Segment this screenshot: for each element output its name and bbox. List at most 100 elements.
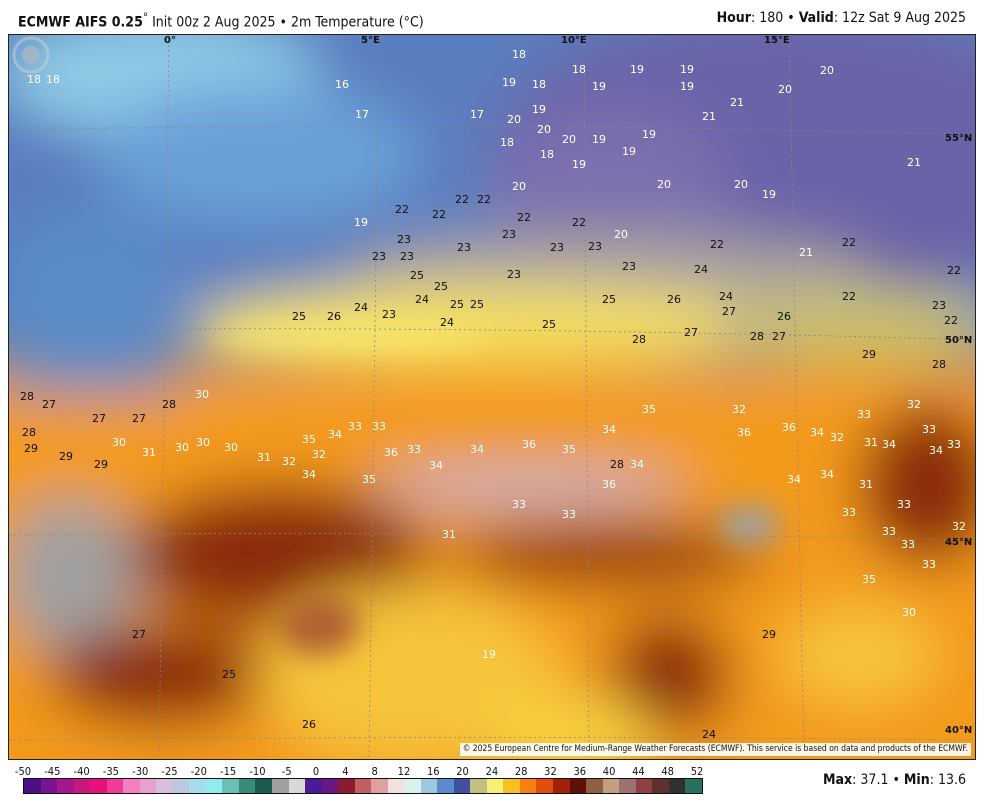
temperature-label: 34 xyxy=(810,426,824,439)
temperature-label: 19 xyxy=(572,158,586,171)
temperature-label: 30 xyxy=(902,606,916,619)
temperature-label: 27 xyxy=(772,330,786,343)
temperature-label: 29 xyxy=(59,450,73,463)
colorbar-segment xyxy=(40,779,58,793)
grid-label-0E: 0° xyxy=(164,35,176,46)
colorbar-segment xyxy=(569,779,587,793)
temperature-label: 22 xyxy=(710,238,724,251)
temperature-label: 22 xyxy=(842,290,856,303)
colorbar-segment xyxy=(156,779,173,793)
temperature-label: 19 xyxy=(622,145,636,158)
init-and-variable: Init 00z 2 Aug 2025 • 2m Temperature (°C… xyxy=(148,14,424,31)
colorbar-segment xyxy=(321,779,339,793)
colorbar-segment xyxy=(305,779,322,793)
colorbar-tick: -25 xyxy=(161,765,178,778)
temperature-label: 28 xyxy=(932,358,946,371)
temperature-label: 21 xyxy=(799,246,813,259)
temperature-label: 23 xyxy=(622,260,636,273)
colorbar-tick: 20 xyxy=(456,765,469,778)
temperature-label: 20 xyxy=(778,83,792,96)
colorbar-segment xyxy=(57,779,74,793)
temperature-label: 36 xyxy=(737,426,751,439)
temperature-label: 23 xyxy=(457,241,471,254)
grid-label-10E: 10°E xyxy=(561,35,587,46)
temperature-label: 31 xyxy=(859,478,873,491)
weatherbell-logo xyxy=(12,36,50,74)
temperature-label: 25 xyxy=(450,298,464,311)
colorbar-segment xyxy=(453,779,471,793)
temperature-label: 33 xyxy=(922,423,936,436)
colorbar xyxy=(23,778,703,794)
colorbar-segment xyxy=(668,779,686,793)
temperature-label: 27 xyxy=(132,412,146,425)
temperature-label: 20 xyxy=(657,178,671,191)
temperature-label: 33 xyxy=(947,438,961,451)
temperature-label: 34 xyxy=(630,458,644,471)
colorbar-segment xyxy=(90,779,107,793)
max-min-readout: Max: 37.1 • Min: 13.6 xyxy=(823,772,966,788)
temperature-label: 36 xyxy=(602,478,616,491)
temperature-label: 27 xyxy=(92,412,106,425)
temperature-label: 20 xyxy=(734,178,748,191)
temperature-label: 33 xyxy=(922,558,936,571)
temperature-label: 19 xyxy=(762,188,776,201)
colorbar-segment xyxy=(387,779,405,793)
colorbar-tick: -20 xyxy=(190,765,207,778)
colorbar-segment xyxy=(519,779,537,793)
colorbar-tick: 36 xyxy=(573,765,587,778)
temperature-label: 34 xyxy=(429,459,443,472)
temperature-label: 25 xyxy=(222,668,236,681)
temperature-label: 32 xyxy=(282,455,296,468)
min-value: : 13.6 xyxy=(929,772,966,788)
temperature-label: 35 xyxy=(642,403,656,416)
colorbar-segment xyxy=(652,779,669,793)
min-label: Min xyxy=(903,772,930,788)
colorbar-segment xyxy=(288,779,306,793)
valid-label: Valid xyxy=(798,10,834,26)
hour-label: Hour xyxy=(716,10,751,26)
temperature-label: 34 xyxy=(882,438,896,451)
colorbar-segment xyxy=(123,779,140,793)
temperature-label: 27 xyxy=(684,326,698,339)
colorbar-segment xyxy=(354,779,372,793)
temperature-label: 22 xyxy=(455,193,469,206)
hour-value: : 180 • xyxy=(750,10,799,26)
colorbar-tick: -5 xyxy=(281,765,292,778)
temperature-label: 18 xyxy=(572,63,586,76)
colorbar-tick: -40 xyxy=(73,765,90,778)
temperature-label: 23 xyxy=(932,299,946,312)
colorbar-tick: 4 xyxy=(342,765,349,778)
max-value: : 37.1 • xyxy=(852,772,904,788)
temperature-label: 29 xyxy=(24,442,38,455)
temperature-label: 27 xyxy=(722,305,736,318)
temperature-label: 26 xyxy=(302,718,316,731)
colorbar-segment xyxy=(586,779,603,793)
temperature-label: 22 xyxy=(944,314,958,327)
temperature-label: 30 xyxy=(112,436,126,449)
colorbar-tick: -30 xyxy=(132,765,149,778)
temperature-label: 19 xyxy=(592,133,606,146)
temperature-label: 19 xyxy=(630,63,644,76)
temperature-label: 25 xyxy=(602,293,616,306)
copyright-notice: © 2025 European Centre for Medium-Range … xyxy=(459,743,971,756)
temperature-label: 32 xyxy=(312,448,326,461)
temperature-label: 36 xyxy=(522,438,536,451)
colorbar-segment xyxy=(437,779,454,793)
temperature-label: 22 xyxy=(517,211,531,224)
colorbar-tick: 12 xyxy=(397,765,411,778)
temperature-label: 18 xyxy=(532,78,546,91)
colorbar-tick: 32 xyxy=(544,765,557,778)
max-label: Max xyxy=(823,772,853,788)
temperature-label: 26 xyxy=(777,310,791,323)
temperature-label: 30 xyxy=(224,441,238,454)
temperature-label: 32 xyxy=(732,403,746,416)
colorbar-tick: -50 xyxy=(14,765,32,778)
temperature-label: 33 xyxy=(372,420,386,433)
colorbar-segment xyxy=(255,779,272,793)
temperature-label: 22 xyxy=(842,236,856,249)
temperature-label: 31 xyxy=(864,436,878,449)
temperature-label: 26 xyxy=(667,293,681,306)
temperature-label: 33 xyxy=(857,408,871,421)
temperature-label: 28 xyxy=(610,458,624,471)
temperature-label: 28 xyxy=(750,330,764,343)
